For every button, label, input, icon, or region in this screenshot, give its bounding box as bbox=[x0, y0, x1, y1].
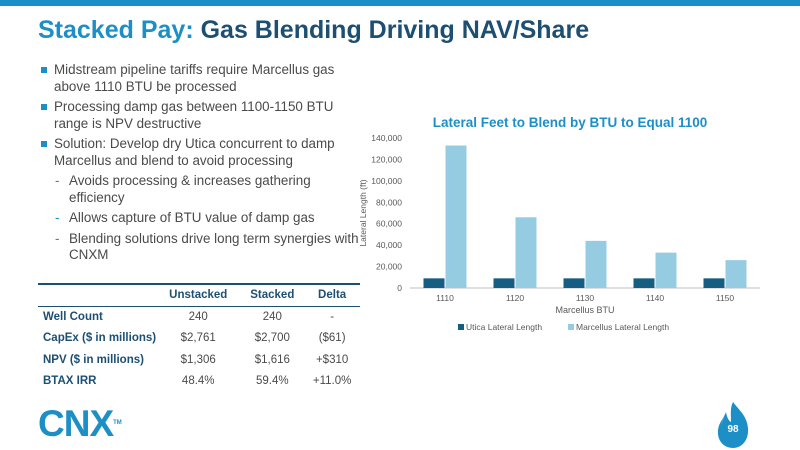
title-main: Gas Blending Driving NAV/Share bbox=[200, 16, 590, 44]
table-cell: $2,761 bbox=[180, 332, 216, 345]
table-cell: ($61) bbox=[318, 332, 346, 345]
sub-bullet-item: Blending solutions drive long term syner… bbox=[40, 231, 360, 264]
y-tick-label: 120,000 bbox=[371, 154, 402, 164]
x-tick-label: 1120 bbox=[506, 293, 525, 303]
x-tick-label: 1140 bbox=[646, 293, 665, 303]
economics-table: Unstacked Stacked Delta Well Count 240 2… bbox=[38, 283, 360, 392]
bar-utica bbox=[633, 278, 655, 288]
table-row: Well Count 240 240 - bbox=[38, 306, 360, 328]
bar-marcellus bbox=[725, 260, 747, 288]
row-label: CapEx ($ in millions) bbox=[43, 332, 157, 345]
bullet-item: Processing damp gas between 1100-1150 BT… bbox=[40, 99, 360, 132]
table-cell: $2,700 bbox=[254, 332, 290, 345]
y-axis-label: Lateral Length (ft) bbox=[358, 179, 368, 246]
y-tick-label: 0 bbox=[397, 283, 402, 293]
top-accent-bar bbox=[0, 0, 800, 6]
legend-label: Utica Lateral Length bbox=[466, 322, 542, 332]
y-tick-label: 80,000 bbox=[376, 197, 402, 207]
bar-utica bbox=[563, 278, 585, 288]
row-label: NPV ($ in millions) bbox=[43, 353, 144, 366]
y-tick-label: 100,000 bbox=[371, 176, 402, 186]
legend-swatch bbox=[568, 324, 574, 330]
flame-icon bbox=[717, 402, 749, 448]
row-label: BTAX IRR bbox=[43, 375, 97, 388]
bar-utica bbox=[493, 278, 515, 288]
bar-marcellus bbox=[585, 240, 607, 288]
table-header-row: Unstacked Stacked Delta bbox=[38, 284, 360, 306]
y-tick-label: 20,000 bbox=[376, 262, 402, 272]
table-cell: +11.0% bbox=[312, 375, 352, 388]
table-cell: $1,306 bbox=[180, 353, 216, 366]
table-cell: 240 bbox=[188, 311, 208, 323]
title-accent: Stacked Pay: bbox=[38, 16, 194, 44]
table-cell: +$310 bbox=[315, 353, 349, 366]
slide-title: Stacked Pay: Gas Blending Driving NAV/Sh… bbox=[38, 16, 589, 45]
table-header-blank bbox=[38, 284, 156, 306]
cnx-logo: CNXTM bbox=[38, 405, 122, 442]
chart-title: Lateral Feet to Blend by BTU to Equal 11… bbox=[432, 115, 708, 130]
lateral-feet-bar-chart: 0 20,000 40,000 60,000 80,000 100,000 120,000 1… bbox=[358, 133, 760, 332]
sub-bullet-item: Allows capture of BTU value of damp gas bbox=[40, 210, 360, 227]
bar-utica bbox=[703, 278, 725, 288]
sub-bullet-item: Avoids processing & increases gathering … bbox=[40, 173, 360, 206]
bar-utica bbox=[423, 278, 445, 288]
table-cell: $1,616 bbox=[254, 353, 290, 366]
page-number: 98 bbox=[727, 424, 739, 435]
bullet-list: Midstream pipeline tariffs require Marce… bbox=[40, 62, 360, 268]
y-tick-label: 140,000 bbox=[371, 133, 402, 143]
table-header-unstacked: Unstacked bbox=[169, 289, 228, 302]
x-tick-label: 1150 bbox=[716, 293, 735, 303]
bullet-item: Midstream pipeline tariffs require Marce… bbox=[40, 62, 360, 95]
bar-marcellus bbox=[445, 145, 467, 288]
table-row: BTAX IRR 48.4% 59.4% +11.0% bbox=[38, 371, 360, 393]
table-header-delta: Delta bbox=[318, 289, 347, 302]
table-cell: 48.4% bbox=[181, 375, 215, 388]
table-cell: 240 bbox=[262, 311, 282, 323]
table-row: NPV ($ in millions) $1,306 $1,616 +$310 bbox=[38, 349, 360, 371]
bar-marcellus bbox=[655, 252, 677, 288]
bar-marcellus bbox=[515, 217, 537, 288]
row-label: Well Count bbox=[43, 311, 103, 323]
table-header-stacked: Stacked bbox=[250, 289, 295, 302]
table-cell: 59.4% bbox=[255, 375, 289, 388]
x-tick-label: 1110 bbox=[436, 293, 454, 303]
legend-swatch bbox=[458, 324, 464, 330]
table-cell: - bbox=[330, 311, 335, 323]
table-row: CapEx ($ in millions) $2,761 $2,700 ($61… bbox=[38, 328, 360, 350]
x-axis-label: Marcellus BTU bbox=[555, 305, 614, 315]
y-tick-label: 60,000 bbox=[376, 219, 402, 229]
logo-trademark: TM bbox=[113, 420, 122, 426]
x-tick-label: 1130 bbox=[576, 293, 595, 303]
logo-text: CNX bbox=[38, 403, 114, 444]
y-tick-label: 40,000 bbox=[376, 240, 402, 250]
bullet-item: Solution: Develop dry Utica concurrent t… bbox=[40, 136, 360, 169]
legend-label: Marcellus Lateral Length bbox=[576, 322, 669, 332]
